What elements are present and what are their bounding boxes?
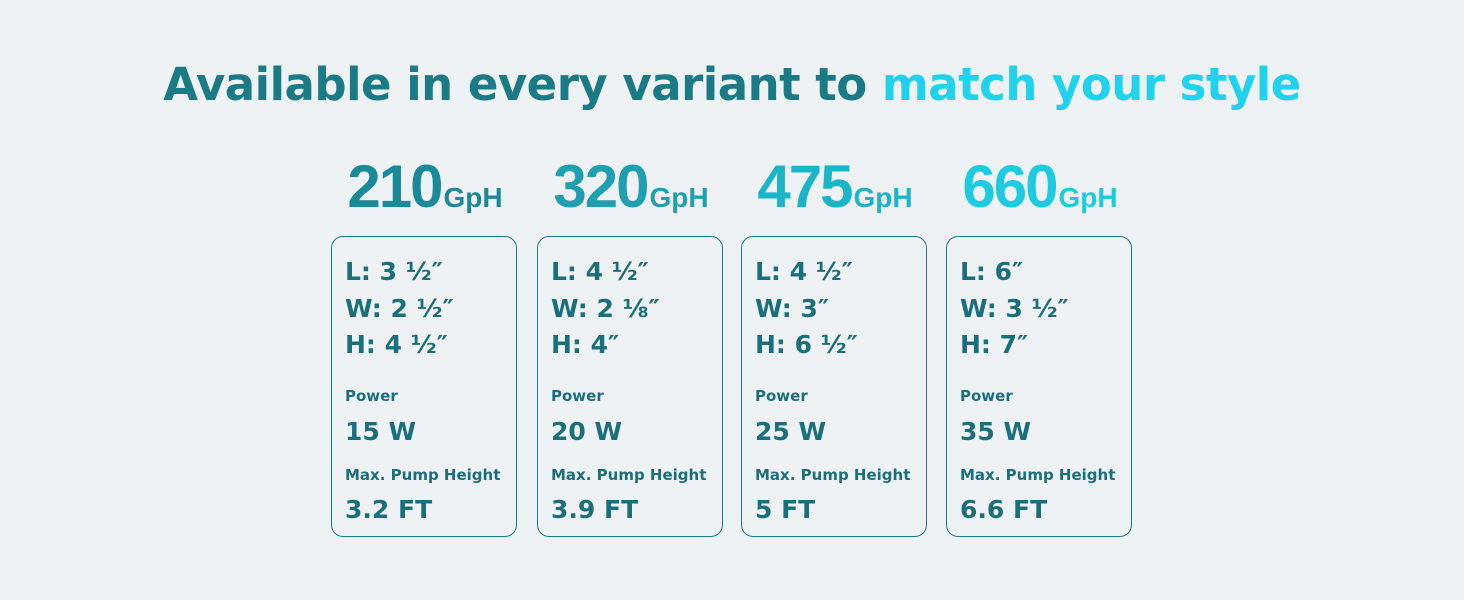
flow-unit: GpH (649, 182, 709, 213)
dimension: H: 4 ½″ (345, 330, 448, 359)
dimension: H: 6 ½″ (755, 330, 858, 359)
height-value: 6.6 FT (960, 495, 1048, 524)
flow-unit: GpH (853, 182, 913, 213)
spec-card: L: 6″ W: 3 ½″ H: 7″ Power 35 W Max. Pump Heig… (946, 236, 1132, 537)
dimension: W: 3 ½″ (960, 294, 1069, 323)
power-value: 15 W (345, 417, 417, 446)
power-label: Power (551, 387, 604, 405)
dimension: L: 4 ½″ (551, 257, 649, 286)
height-value: 3.2 FT (345, 495, 433, 524)
spec-card: L: 4 ½″ W: 2 ⅛″ H: 4″ Power 20 W Max. Pump He… (537, 236, 723, 537)
title-part: Available in every variant to (163, 58, 867, 111)
power-label: Power (960, 387, 1013, 405)
title-highlight: match your style (881, 58, 1301, 111)
dimension: L: 4 ½″ (755, 257, 853, 286)
spec-card: L: 3 ½″ W: 2 ½″ H: 4 ½″ Power 15 W Max. Pump … (331, 236, 517, 537)
power-label: Power (755, 387, 808, 405)
flow-unit: GpH (443, 182, 503, 213)
dimension: L: 3 ½″ (345, 257, 443, 286)
height-value: 3.9 FT (551, 495, 639, 524)
spec-card: L: 4 ½″ W: 3″ H: 6 ½″ Power 25 W Max. Pump He… (741, 236, 927, 537)
dimension: W: 3″ (755, 294, 830, 323)
dimension: W: 2 ⅛″ (551, 294, 660, 323)
power-value: 35 W (960, 417, 1032, 446)
dimension: H: 7″ (960, 330, 1029, 359)
flow-rate: 660GpH (946, 152, 1134, 221)
flow-rate: 475GpH (741, 152, 929, 221)
height-value: 5 FT (755, 495, 816, 524)
dimension: H: 4″ (551, 330, 620, 359)
flow-number: 320 (553, 153, 649, 220)
power-value: 20 W (551, 417, 623, 446)
dimension: W: 2 ½″ (345, 294, 454, 323)
height-label: Max. Pump Height (960, 466, 1116, 484)
title: Available in every variant to match your… (0, 58, 1464, 111)
flow-number: 660 (962, 153, 1058, 220)
power-label: Power (345, 387, 398, 405)
height-label: Max. Pump Height (551, 466, 707, 484)
flow-rate: 320GpH (537, 152, 725, 221)
flow-rate: 210GpH (331, 152, 519, 221)
dimension: L: 6″ (960, 257, 1024, 286)
height-label: Max. Pump Height (345, 466, 501, 484)
flow-number: 210 (347, 153, 443, 220)
power-value: 25 W (755, 417, 827, 446)
height-label: Max. Pump Height (755, 466, 911, 484)
flow-unit: GpH (1058, 182, 1118, 213)
flow-number: 475 (757, 153, 853, 220)
